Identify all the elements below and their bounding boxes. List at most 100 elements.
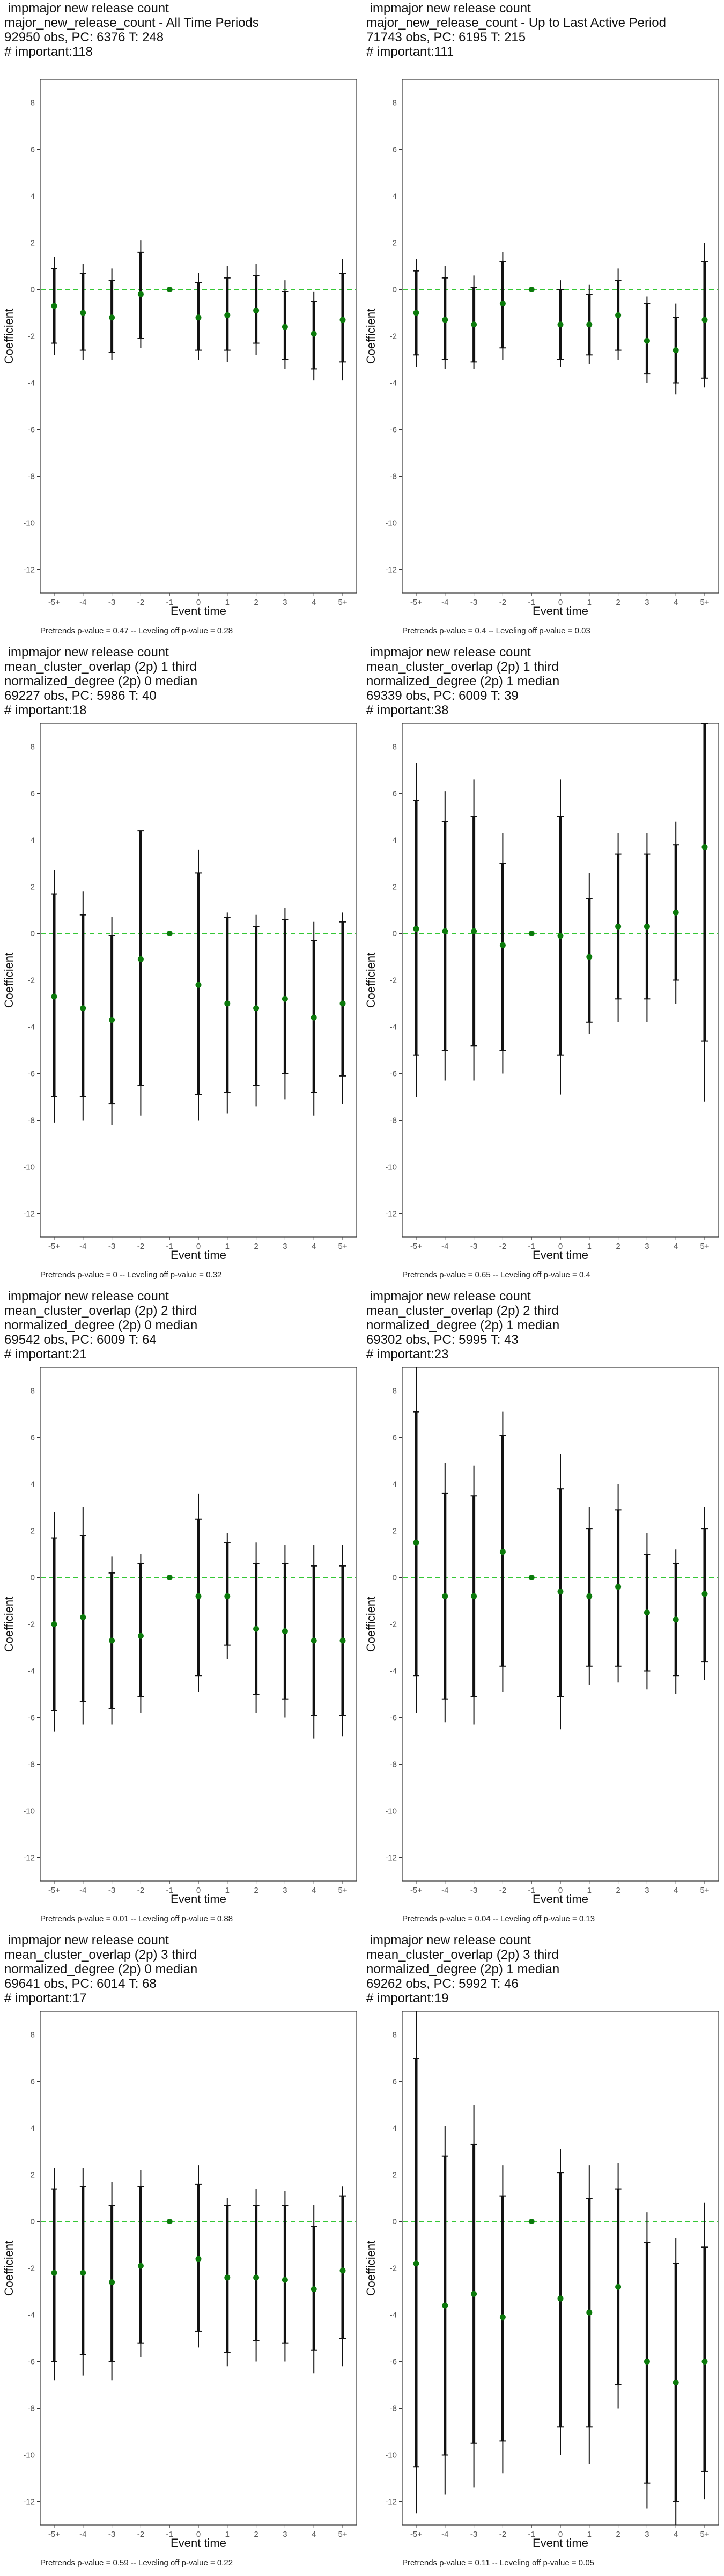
x-tick-label: -4 bbox=[79, 598, 86, 607]
y-tick-label: 2 bbox=[393, 883, 397, 892]
chart-title-line: 69302 obs, PC: 5995 T: 43 bbox=[366, 1333, 519, 1347]
y-tick-label: -2 bbox=[28, 976, 35, 985]
x-tick-label: 1 bbox=[587, 1886, 592, 1895]
x-tick-label: 1 bbox=[225, 598, 230, 607]
y-tick-label: 4 bbox=[393, 192, 397, 201]
y-tick-label: 6 bbox=[393, 2077, 397, 2087]
x-tick-label: 5+ bbox=[700, 1886, 709, 1895]
coefficient-point bbox=[339, 317, 346, 323]
coefficient-point bbox=[442, 928, 448, 934]
y-tick-label: 4 bbox=[393, 836, 397, 845]
coefficient-point bbox=[471, 928, 477, 934]
coefficient-point bbox=[471, 321, 477, 328]
coefficient-point bbox=[673, 1616, 679, 1623]
chart-title: impmajor new release count mean_cluster_o… bbox=[366, 1933, 559, 2006]
pvalue-footer: Pretrends p-value = 0.11 -- Leveling off… bbox=[402, 2558, 595, 2567]
x-tick-label: 2 bbox=[616, 1886, 620, 1895]
y-tick-label: -4 bbox=[390, 2311, 397, 2320]
y-tick-label: 4 bbox=[31, 1480, 35, 1489]
y-axis-label: Coefficient bbox=[364, 309, 378, 364]
pvalue-footer: Pretrends p-value = 0.47 -- Leveling off… bbox=[40, 626, 233, 635]
coefficient-point bbox=[339, 1637, 346, 1644]
chart-title-line: major_new_release_count - Up to Last Act… bbox=[366, 16, 666, 30]
x-tick-label: -3 bbox=[470, 1242, 477, 1251]
x-tick-label: -4 bbox=[441, 598, 448, 607]
x-tick-label: 4 bbox=[312, 1886, 316, 1895]
coefficient-point bbox=[701, 2359, 708, 2365]
y-axis-label: Coefficient bbox=[2, 953, 16, 1008]
coefficient-point bbox=[282, 324, 288, 330]
chart-title: impmajor new release count mean_cluster_o… bbox=[366, 645, 559, 718]
coefficient-point bbox=[339, 2267, 346, 2274]
coefficient-point bbox=[499, 301, 506, 307]
y-tick-label: -8 bbox=[28, 2404, 35, 2413]
chart-title-line: # important:118 bbox=[4, 45, 93, 59]
chart-title-line: impmajor new release count bbox=[366, 1289, 531, 1304]
y-tick-label: -2 bbox=[28, 332, 35, 341]
chart-title-line: major_new_release_count - All Time Perio… bbox=[4, 16, 259, 30]
x-tick-label: 3 bbox=[645, 1242, 649, 1251]
x-tick-label: -4 bbox=[79, 1886, 86, 1895]
coefficient-point bbox=[615, 923, 622, 930]
x-axis-label: Event time bbox=[533, 2536, 588, 2550]
x-axis-label: Event time bbox=[533, 604, 588, 618]
chart-title-line: normalized_degree (2p) 1 median bbox=[366, 674, 560, 689]
chart-title-line: normalized_degree (2p) 0 median bbox=[4, 1318, 198, 1333]
coefficient-point bbox=[166, 287, 173, 292]
chart-title-line: # important:17 bbox=[4, 1991, 87, 2006]
x-tick-label: -1 bbox=[528, 598, 535, 607]
y-tick-label: 2 bbox=[31, 239, 35, 248]
y-tick-label: -6 bbox=[28, 426, 35, 435]
coefficient-point bbox=[109, 2279, 115, 2286]
y-tick-label: 0 bbox=[393, 2218, 397, 2227]
coefficient-point bbox=[615, 1584, 622, 1590]
x-tick-label: -5+ bbox=[410, 2530, 422, 2539]
coefficient-point bbox=[442, 2302, 448, 2309]
x-tick-label: 2 bbox=[616, 598, 620, 607]
y-tick-label: -2 bbox=[28, 1620, 35, 1629]
chart-title-line: normalized_degree (2p) 0 median bbox=[4, 674, 198, 689]
coefficient-point bbox=[644, 338, 650, 344]
chart-title-line: # important:18 bbox=[4, 703, 87, 718]
x-tick-label: 4 bbox=[312, 1242, 316, 1251]
pvalue-footer: Pretrends p-value = 0.59 -- Leveling off… bbox=[40, 2558, 233, 2567]
coefficient-point bbox=[557, 933, 564, 939]
chart-title-line: mean_cluster_overlap (2p) 3 third bbox=[366, 1948, 559, 1962]
y-tick-label: -6 bbox=[28, 1714, 35, 1723]
coefficient-point bbox=[224, 2274, 231, 2281]
coefficient-point bbox=[442, 1593, 448, 1599]
x-tick-label: 5+ bbox=[338, 1886, 347, 1895]
x-tick-label: 3 bbox=[283, 1886, 287, 1895]
x-tick-label: -3 bbox=[470, 2530, 477, 2539]
coefficient-point bbox=[413, 1539, 419, 1546]
coefficient-point bbox=[109, 1637, 115, 1644]
coefficient-point bbox=[224, 312, 231, 318]
x-tick-label: 3 bbox=[645, 598, 649, 607]
y-tick-label: -8 bbox=[28, 1760, 35, 1769]
chart-panel: impmajor new release count mean_cluster_o… bbox=[362, 1932, 724, 2576]
y-tick-label: 0 bbox=[393, 286, 397, 295]
y-tick-label: -2 bbox=[390, 976, 397, 985]
coefficient-point bbox=[528, 1575, 535, 1580]
x-tick-label: -1 bbox=[528, 1242, 535, 1251]
y-tick-label: -8 bbox=[28, 1116, 35, 1125]
x-tick-label: 5+ bbox=[700, 1242, 709, 1251]
x-tick-label: 1 bbox=[225, 1242, 230, 1251]
x-tick-label: -3 bbox=[108, 1242, 115, 1251]
chart-panel: impmajor new release count mean_cluster_o… bbox=[0, 644, 362, 1288]
x-tick-label: 2 bbox=[254, 1886, 258, 1895]
coefficient-point bbox=[499, 2314, 506, 2321]
coefficient-point bbox=[253, 1005, 260, 1012]
x-tick-label: 0 bbox=[196, 598, 201, 607]
y-tick-label: -10 bbox=[23, 2451, 35, 2460]
chart-title-line: # important:111 bbox=[366, 45, 454, 59]
y-tick-label: -6 bbox=[28, 1070, 35, 1079]
chart-title: impmajor new release count mean_cluster_o… bbox=[4, 1933, 197, 2006]
x-tick-label: 0 bbox=[558, 598, 563, 607]
x-axis-label: Event time bbox=[171, 2536, 226, 2550]
coefficient-point bbox=[253, 1626, 260, 1632]
